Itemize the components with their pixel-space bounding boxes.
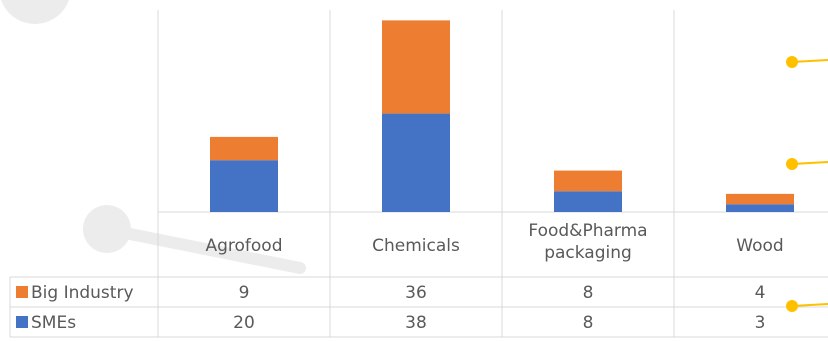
decoration-layer bbox=[1, 0, 306, 274]
decorative-circle-top-left bbox=[1, 0, 69, 24]
bar-big-industry-chemicals bbox=[382, 20, 450, 114]
connector-line bbox=[791, 59, 828, 63]
bar-smes-food-pharma-packaging bbox=[554, 191, 622, 212]
table-cell-value: 8 bbox=[583, 283, 594, 303]
category-label: Food&Pharma packaging bbox=[528, 221, 647, 263]
table-cell-value: 8 bbox=[583, 313, 594, 333]
legend-label: SMEs bbox=[31, 313, 76, 333]
data-table: Big Industry 9 36 8 4 SMEs 20 38 8 3 bbox=[9, 276, 828, 338]
bar-big-industry-wood bbox=[726, 193, 794, 205]
connector-dot bbox=[786, 56, 798, 68]
table-cell-value: 3 bbox=[755, 313, 766, 333]
category-label: Chemicals bbox=[372, 236, 460, 256]
bar-big-industry-food-pharma-packaging bbox=[554, 170, 622, 192]
connector-dot bbox=[786, 158, 798, 170]
decorative-circle-mid bbox=[83, 205, 131, 253]
table-cell-value: 20 bbox=[233, 313, 255, 333]
legend-swatch bbox=[16, 286, 28, 298]
bar-big-industry-agrofood bbox=[210, 136, 278, 161]
connector-line bbox=[791, 303, 828, 307]
table-cell-value: 4 bbox=[755, 283, 766, 303]
table-cell-value: 38 bbox=[405, 313, 427, 333]
table-cell-value: 36 bbox=[405, 283, 427, 303]
bar-smes-wood bbox=[726, 204, 794, 212]
connector-decorations bbox=[786, 56, 828, 312]
category-labels: Agrofood Chemicals Food&Pharma packaging Woo… bbox=[205, 221, 783, 263]
bars-layer bbox=[210, 20, 794, 212]
legend-label: Big Industry bbox=[31, 283, 134, 303]
table-cell-value: 9 bbox=[239, 283, 250, 303]
category-label: Agrofood bbox=[205, 236, 282, 256]
bar-smes-chemicals bbox=[382, 113, 450, 212]
category-label: Wood bbox=[736, 236, 783, 256]
bar-smes-agrofood bbox=[210, 160, 278, 212]
legend-swatch bbox=[16, 316, 28, 328]
connector-dot bbox=[786, 300, 798, 312]
decorative-bar-diagonal bbox=[94, 222, 306, 274]
connector-line bbox=[791, 161, 828, 165]
